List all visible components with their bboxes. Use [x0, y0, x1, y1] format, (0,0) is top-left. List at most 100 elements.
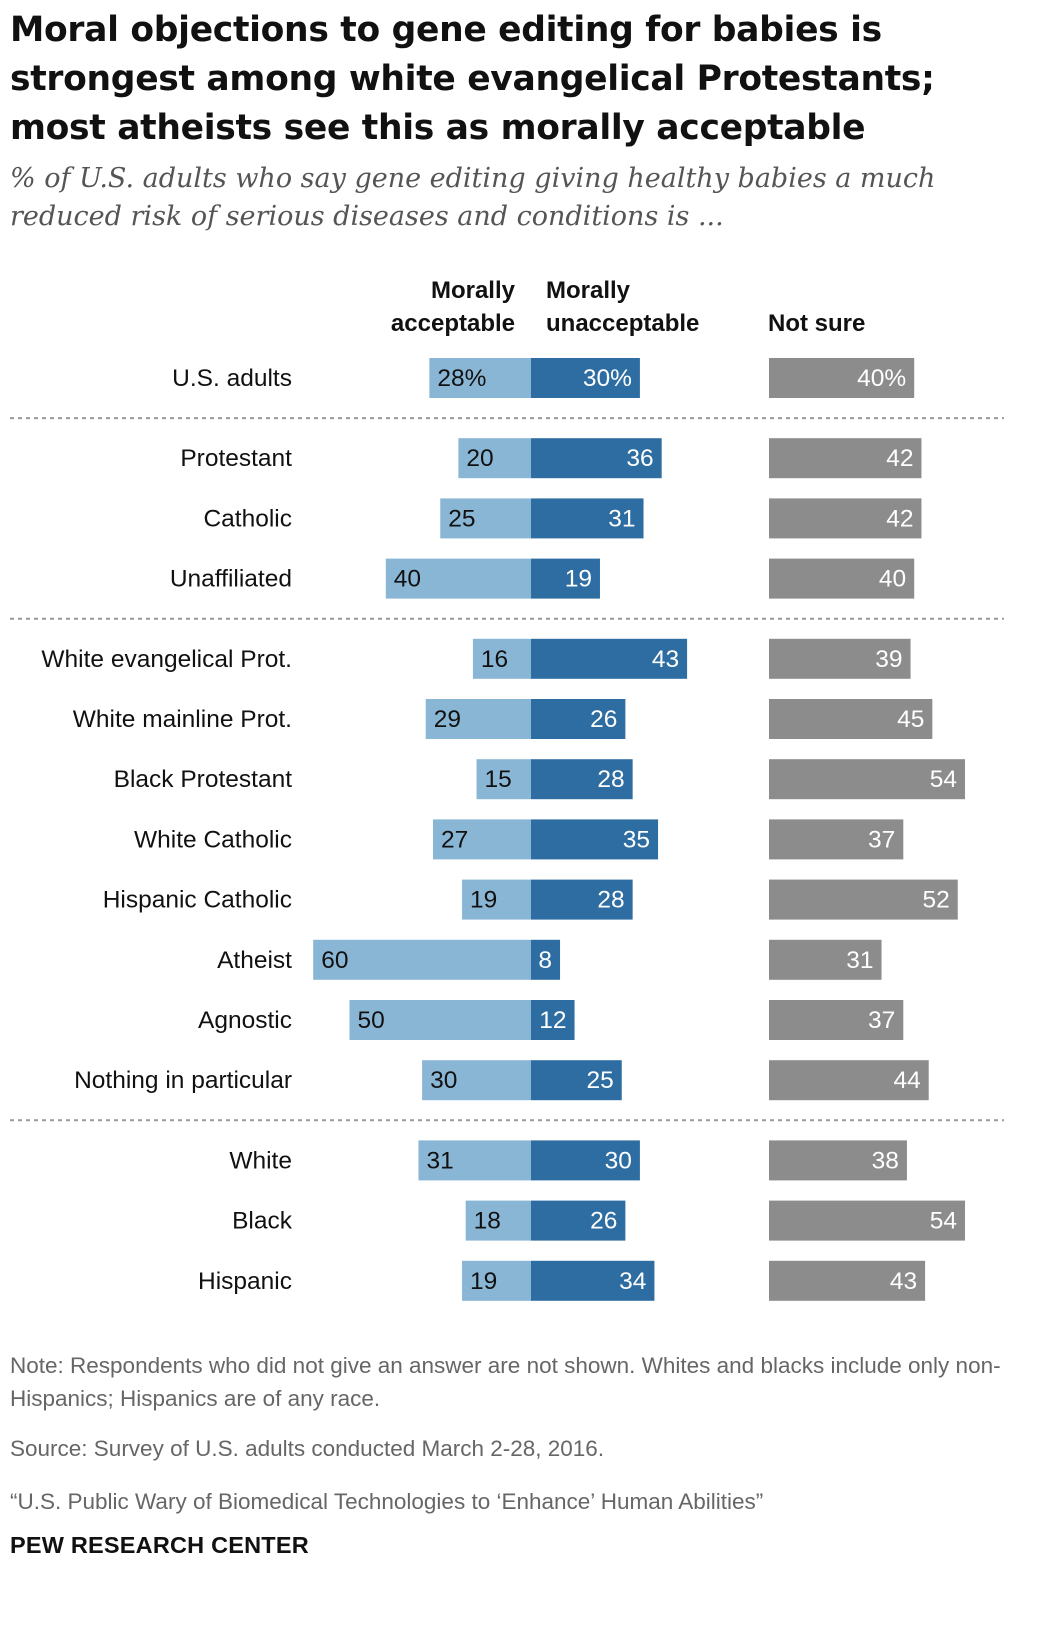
bar-not-sure — [769, 699, 933, 739]
value-label-unacceptable: 8 — [538, 947, 552, 974]
bar-not-sure — [769, 438, 922, 479]
value-label-not-sure: 37 — [868, 1007, 895, 1034]
row-label: Atheist — [217, 947, 292, 974]
row-label: Hispanic — [198, 1268, 292, 1295]
bar-acceptable — [425, 699, 531, 739]
column-header-2-line2: unacceptable — [546, 310, 699, 337]
value-label-unacceptable: 31 — [608, 505, 635, 532]
bar-acceptable — [313, 939, 531, 980]
column-header-1-line1: Morally — [431, 277, 516, 304]
value-label-acceptable: 20 — [466, 445, 493, 472]
pew-logo-text: PEW RESEARCH CENTER — [10, 1532, 309, 1558]
bar-unacceptable — [531, 558, 600, 599]
row-label: Black — [232, 1208, 293, 1235]
bar-acceptable — [462, 879, 531, 920]
bar-acceptable — [458, 438, 531, 479]
bar-not-sure — [769, 1200, 966, 1241]
value-label-not-sure: 38 — [872, 1147, 899, 1174]
row-label: Unaffiliated — [170, 566, 292, 593]
bar-not-sure — [769, 558, 915, 599]
value-label-unacceptable: 26 — [590, 706, 617, 733]
bar-acceptable — [422, 1060, 531, 1101]
bar-unacceptable — [531, 1060, 622, 1101]
column-header-2-line1: Morally — [546, 277, 631, 304]
row-label: U.S. adults — [172, 365, 292, 392]
value-label-unacceptable: 26 — [590, 1208, 617, 1235]
diverging-bar-chart: Morally acceptable Morally unacceptable Not … — [10, 277, 1004, 1301]
bar-unacceptable — [531, 699, 626, 739]
value-label-acceptable: 28% — [437, 365, 486, 392]
bar-acceptable — [465, 1200, 531, 1241]
value-label-acceptable: 15 — [485, 766, 512, 793]
value-label-not-sure: 45 — [897, 706, 924, 733]
column-header-1-line2: acceptable — [391, 310, 515, 337]
bar-not-sure — [769, 1000, 904, 1040]
value-label-unacceptable: 35 — [623, 826, 650, 853]
value-label-acceptable: 29 — [434, 706, 461, 733]
bar-unacceptable — [531, 1140, 640, 1181]
bar-unacceptable — [531, 1000, 575, 1040]
bar-unacceptable — [531, 819, 659, 860]
value-label-acceptable: 19 — [470, 1268, 497, 1295]
value-label-not-sure: 39 — [875, 646, 902, 673]
row-label: Agnostic — [198, 1007, 292, 1034]
value-label-acceptable: 16 — [481, 646, 508, 673]
value-label-acceptable: 19 — [470, 887, 497, 914]
value-label-acceptable: 18 — [474, 1208, 501, 1235]
bar-not-sure — [769, 759, 966, 800]
value-label-acceptable: 30 — [430, 1067, 457, 1094]
bar-acceptable — [349, 1000, 531, 1040]
value-label-not-sure: 54 — [930, 766, 957, 793]
value-label-acceptable: 50 — [358, 1007, 385, 1034]
chart-source: Source: Survey of U.S. adults conducted … — [10, 1436, 605, 1461]
value-label-not-sure: 37 — [868, 826, 895, 853]
value-label-not-sure: 42 — [886, 445, 913, 472]
bar-not-sure — [769, 1140, 907, 1181]
value-label-acceptable: 40 — [394, 566, 421, 593]
bar-not-sure — [769, 358, 915, 398]
row-label: White — [229, 1147, 292, 1174]
bar-not-sure — [769, 939, 882, 980]
value-label-unacceptable: 36 — [626, 445, 653, 472]
value-label-unacceptable: 28 — [597, 766, 624, 793]
bar-unacceptable — [531, 1260, 655, 1301]
bar-acceptable — [472, 638, 531, 679]
value-label-unacceptable: 30 — [605, 1147, 632, 1174]
value-label-acceptable: 31 — [426, 1147, 453, 1174]
value-label-unacceptable: 43 — [652, 646, 679, 673]
bar-unacceptable — [531, 1200, 626, 1241]
bar-unacceptable — [531, 358, 640, 398]
bar-acceptable — [462, 1260, 531, 1301]
bar-not-sure — [769, 879, 958, 920]
row-label: White evangelical Prot. — [41, 646, 292, 673]
bar-not-sure — [769, 498, 922, 539]
row-label: Catholic — [203, 505, 292, 532]
value-label-not-sure: 40% — [857, 365, 906, 392]
value-label-unacceptable: 30% — [583, 365, 632, 392]
bar-unacceptable — [531, 498, 644, 539]
bar-not-sure — [769, 638, 911, 679]
value-label-not-sure: 52 — [922, 887, 949, 914]
row-label: Nothing in particular — [74, 1067, 292, 1094]
bar-acceptable — [476, 759, 531, 800]
value-label-unacceptable: 19 — [565, 566, 592, 593]
value-label-unacceptable: 25 — [586, 1067, 613, 1094]
bar-not-sure — [769, 819, 904, 860]
bar-not-sure — [769, 1260, 926, 1301]
bar-acceptable — [429, 358, 531, 398]
row-label: White Catholic — [134, 826, 292, 853]
value-label-unacceptable: 12 — [539, 1007, 566, 1034]
value-label-not-sure: 31 — [846, 947, 873, 974]
value-label-acceptable: 60 — [321, 947, 348, 974]
row-label: Black Protestant — [114, 766, 293, 793]
value-label-unacceptable: 28 — [597, 887, 624, 914]
row-label: White mainline Prot. — [73, 706, 292, 733]
value-label-acceptable: 27 — [441, 826, 468, 853]
bar-acceptable — [418, 1140, 531, 1181]
report-title: “U.S. Public Wary of Biomedical Technolo… — [10, 1489, 764, 1514]
bar-acceptable — [432, 819, 531, 860]
bar-acceptable — [440, 498, 531, 539]
bar-unacceptable — [531, 759, 633, 800]
value-label-not-sure: 44 — [893, 1067, 920, 1094]
chart-subtitle: % of U.S. adults who say gene editing gi… — [10, 163, 936, 232]
